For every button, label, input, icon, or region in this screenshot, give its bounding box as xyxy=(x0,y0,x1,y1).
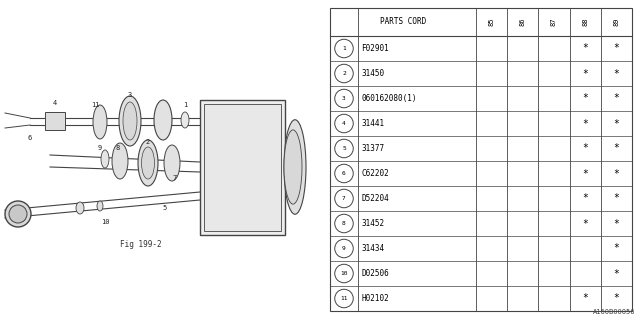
Text: A160B00056: A160B00056 xyxy=(593,309,635,315)
Text: 88: 88 xyxy=(582,18,588,26)
Text: 85: 85 xyxy=(488,18,495,26)
Text: 3: 3 xyxy=(342,96,346,101)
Text: 10: 10 xyxy=(340,271,348,276)
Text: 31377: 31377 xyxy=(361,144,384,153)
Ellipse shape xyxy=(284,130,302,204)
Text: *: * xyxy=(582,118,588,129)
Text: D02506: D02506 xyxy=(361,269,388,278)
Ellipse shape xyxy=(93,105,107,139)
Circle shape xyxy=(335,139,353,158)
Text: *: * xyxy=(614,244,620,253)
Ellipse shape xyxy=(123,102,137,140)
Text: *: * xyxy=(582,44,588,53)
Text: 10: 10 xyxy=(100,219,109,225)
Circle shape xyxy=(335,89,353,108)
Ellipse shape xyxy=(181,112,189,128)
Text: 31434: 31434 xyxy=(361,244,384,253)
Text: 4: 4 xyxy=(53,100,57,106)
Text: 31441: 31441 xyxy=(361,119,384,128)
Text: *: * xyxy=(582,169,588,179)
Text: *: * xyxy=(582,143,588,154)
Text: *: * xyxy=(614,143,620,154)
Text: 4: 4 xyxy=(342,121,346,126)
Ellipse shape xyxy=(138,140,158,186)
Text: *: * xyxy=(582,219,588,228)
Text: 9: 9 xyxy=(98,145,102,151)
Text: 6: 6 xyxy=(342,171,346,176)
Text: 6: 6 xyxy=(28,135,32,141)
Ellipse shape xyxy=(112,143,128,179)
Circle shape xyxy=(335,64,353,83)
Circle shape xyxy=(335,114,353,133)
Ellipse shape xyxy=(101,150,109,168)
Text: *: * xyxy=(582,194,588,204)
Text: 3: 3 xyxy=(128,92,132,98)
Text: *: * xyxy=(614,44,620,53)
Text: 2: 2 xyxy=(146,139,150,145)
Text: 87: 87 xyxy=(551,18,557,26)
Circle shape xyxy=(335,214,353,233)
Circle shape xyxy=(335,39,353,58)
Ellipse shape xyxy=(284,120,306,214)
Text: 5: 5 xyxy=(163,205,167,211)
Text: 1: 1 xyxy=(342,46,346,51)
Ellipse shape xyxy=(9,205,27,223)
Text: 86: 86 xyxy=(520,18,526,26)
Text: *: * xyxy=(614,219,620,228)
Circle shape xyxy=(335,289,353,308)
Text: 8: 8 xyxy=(342,221,346,226)
Text: *: * xyxy=(582,68,588,78)
Text: 7: 7 xyxy=(342,196,346,201)
Circle shape xyxy=(335,239,353,258)
Text: *: * xyxy=(614,194,620,204)
Text: *: * xyxy=(582,93,588,103)
Ellipse shape xyxy=(154,100,172,140)
Text: *: * xyxy=(614,169,620,179)
Text: Fig 199-2: Fig 199-2 xyxy=(120,240,162,249)
Ellipse shape xyxy=(164,145,180,181)
Text: F02901: F02901 xyxy=(361,44,388,53)
Ellipse shape xyxy=(97,201,103,211)
Text: H02102: H02102 xyxy=(361,294,388,303)
Circle shape xyxy=(335,164,353,183)
Text: D52204: D52204 xyxy=(361,194,388,203)
Ellipse shape xyxy=(141,147,154,179)
Text: 31450: 31450 xyxy=(361,69,384,78)
Text: 11: 11 xyxy=(91,102,99,108)
Text: 9: 9 xyxy=(342,246,346,251)
Circle shape xyxy=(335,264,353,283)
Text: *: * xyxy=(614,68,620,78)
Bar xyxy=(200,100,285,235)
Text: 5: 5 xyxy=(342,146,346,151)
Text: *: * xyxy=(614,293,620,303)
Text: 8: 8 xyxy=(116,145,120,151)
Text: 11: 11 xyxy=(340,296,348,301)
Text: 31452: 31452 xyxy=(361,219,384,228)
Text: PARTS CORD: PARTS CORD xyxy=(380,18,426,27)
Text: *: * xyxy=(582,293,588,303)
Bar xyxy=(330,8,632,311)
Text: 1: 1 xyxy=(183,102,187,108)
Ellipse shape xyxy=(5,201,31,227)
Circle shape xyxy=(335,189,353,208)
Bar xyxy=(204,104,281,231)
Text: 7: 7 xyxy=(173,175,177,181)
Text: 060162080(1): 060162080(1) xyxy=(361,94,417,103)
Text: 2: 2 xyxy=(342,71,346,76)
Ellipse shape xyxy=(76,202,84,214)
Text: *: * xyxy=(614,118,620,129)
Text: *: * xyxy=(614,268,620,278)
Text: *: * xyxy=(614,93,620,103)
Text: 89: 89 xyxy=(613,18,620,26)
Text: C62202: C62202 xyxy=(361,169,388,178)
Ellipse shape xyxy=(119,96,141,146)
Bar xyxy=(45,112,65,130)
